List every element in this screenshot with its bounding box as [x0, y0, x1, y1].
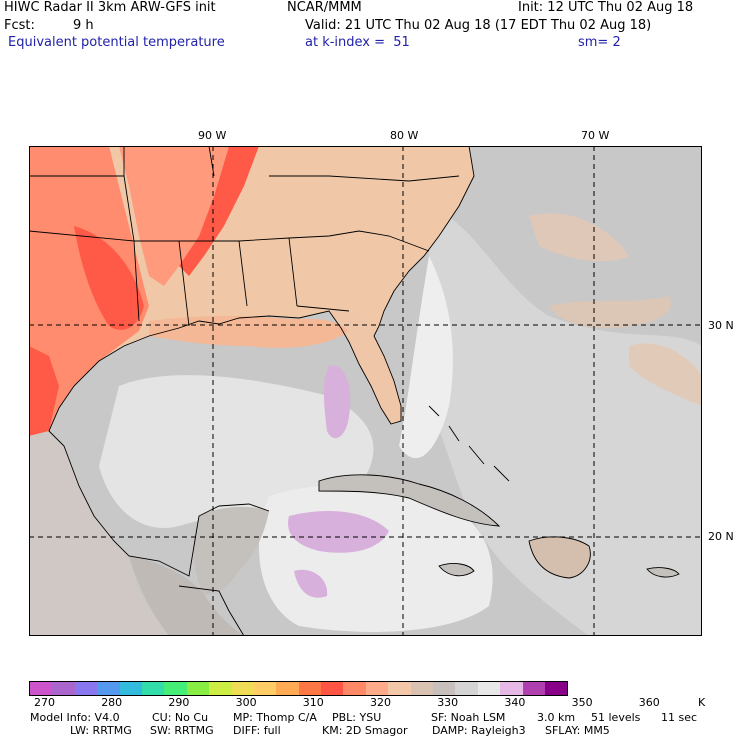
colorbar	[29, 681, 569, 696]
central-america-border	[178, 585, 245, 636]
colorbar-tick-label: 320	[370, 696, 391, 709]
model-info-longwave: LW: RRTMG	[70, 724, 132, 737]
colorbar-cell	[209, 682, 232, 695]
init-time: Init: 12 UTC Thu 02 Aug 18	[518, 0, 694, 15]
model-info-km: KM: 2D Smagor	[322, 724, 408, 737]
mexico-land	[29, 431, 169, 636]
colorbar-tick-label: 290	[168, 696, 190, 709]
forecast-hour: 9 h	[73, 18, 94, 33]
caribbean-purple-patch-2	[294, 569, 328, 598]
colorbar-tick-label: 360	[638, 696, 660, 709]
colorbar-cell	[298, 682, 322, 695]
florida-land	[329, 311, 401, 424]
east-coast-light-region	[399, 256, 453, 459]
jamaica-outline	[438, 563, 475, 577]
colorbar-cell	[97, 682, 120, 695]
model-info-surface: SF: Noah LSM	[431, 711, 506, 724]
map-panel	[29, 146, 702, 636]
colorbar-cell	[119, 682, 142, 695]
field-name: Equivalent potential temperature	[8, 35, 225, 50]
model-info-pbl: PBL: YSU	[332, 711, 382, 724]
valid-time: Valid: 21 UTC Thu 02 Aug 18 (17 EDT Thu …	[305, 18, 652, 33]
hispaniola-land	[529, 536, 591, 578]
model-info-shortwave: SW: RRTMG	[150, 724, 214, 737]
colorbar-cell	[343, 682, 366, 695]
colorbar-cell	[141, 682, 165, 695]
colorbar-cell	[544, 682, 568, 695]
atlantic-warm-patch-2	[549, 296, 671, 328]
model-info-levels: 51 levels	[591, 711, 641, 724]
colorbar-cell	[231, 682, 254, 695]
smoothing-label: sm= 2	[578, 35, 621, 50]
colorbar-tick-label: 350	[571, 696, 593, 709]
colorbar-tick-label: 310	[302, 696, 324, 709]
model-info-version: Model Info: V4.0	[30, 711, 120, 724]
gulf-purple-patch	[323, 365, 351, 439]
colorbar-cell	[477, 682, 501, 695]
model-info-damping: DAMP: Rayleigh3	[432, 724, 526, 737]
atlantic-light-region	[429, 206, 702, 636]
level-label: at k-index = 51	[305, 35, 410, 50]
longitude-label-90w: 90 W	[198, 129, 227, 142]
colorbar-cell	[433, 682, 456, 695]
western-warm-region	[29, 146, 149, 436]
model-info-microphysics: MP: Thomp C/A	[233, 711, 317, 724]
atlantic-warm-patch-1	[529, 213, 629, 262]
colorbar-cell	[30, 682, 53, 695]
bahamas-outline	[428, 405, 510, 482]
colorbar-cell	[74, 682, 98, 695]
colorbar-cell	[164, 682, 187, 695]
colorbar-tick-label: 330	[437, 696, 459, 709]
org-label: NCAR/MMM	[287, 0, 362, 15]
map-frame	[29, 146, 702, 636]
longitude-label-80w: 80 W	[390, 129, 419, 142]
forecast-label: Fcst:	[4, 18, 35, 33]
state-border-lines	[29, 146, 460, 327]
colorbar-units: K	[698, 696, 706, 709]
hispaniola-outline	[528, 536, 591, 579]
gulf-coast-warm-band	[149, 315, 349, 348]
colorbar-cell	[522, 682, 545, 695]
model-info-diffusion: DIFF: full	[233, 724, 281, 737]
central-america-land	[129, 556, 244, 636]
appalachian-hot-region	[179, 146, 259, 276]
central-warm-region	[119, 146, 229, 286]
colorbar-cell	[321, 682, 344, 695]
colorbar-cell	[388, 682, 411, 695]
colorbar-tick-label: 340	[504, 696, 526, 709]
colorbar-tick-label: 270	[34, 696, 55, 709]
colorbar-tick-label: 300	[235, 696, 257, 709]
latitude-label-30n: 30 N	[708, 319, 734, 332]
colorbar-cell	[253, 682, 277, 695]
model-info-surface-layer: SFLAY: MM5	[545, 724, 610, 737]
colorbar-cell	[276, 682, 299, 695]
puerto-rico-outline	[646, 567, 680, 578]
latitude-label-20n: 20 N	[708, 530, 734, 543]
colorbar-cell	[186, 682, 210, 695]
model-info-resolution: 3.0 km	[537, 711, 576, 724]
lower-mississippi-hot-region	[74, 226, 144, 330]
colorbar-cell	[52, 682, 75, 695]
colorbar-cell	[455, 682, 478, 695]
colorbar-cell	[500, 682, 523, 695]
colorbar-cell	[410, 682, 434, 695]
yucatan-land	[193, 506, 269, 595]
cuba-land	[319, 474, 499, 526]
model-title: HIWC Radar II 3km ARW-GFS init	[4, 0, 216, 15]
cuba-outline	[318, 474, 501, 527]
model-info-cumulus: CU: No Cu	[152, 711, 209, 724]
texas-coast-hot-region	[29, 346, 59, 436]
caribbean-purple-patch	[288, 511, 389, 553]
colorbar-tick-label: 280	[101, 696, 123, 709]
atlantic-warm-patch-3	[629, 343, 702, 406]
longitude-label-70w: 70 W	[581, 129, 610, 142]
model-info-timestep: 11 sec	[661, 711, 698, 724]
colorbar-cell	[365, 682, 389, 695]
